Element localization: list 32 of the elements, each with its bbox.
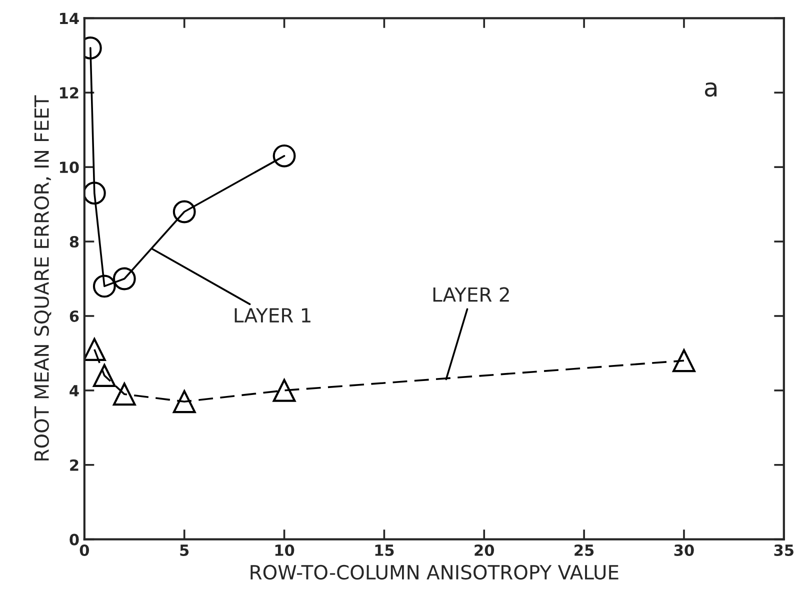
annotation: LAYER 1 [234, 308, 310, 322]
x-tick-label: 10 [275, 544, 294, 556]
x-tick-label: 30 [674, 544, 694, 556]
y-tick-label: 12 [60, 87, 78, 98]
x-tick-label: 15 [375, 544, 394, 556]
x-tick-label: 20 [474, 544, 494, 556]
y-tick-label: 10 [60, 162, 79, 174]
point [172, 390, 196, 414]
x-tick-label: 25 [574, 544, 594, 556]
y-tick-label: 0 [70, 534, 79, 546]
point [92, 364, 116, 388]
y-tick-label: 2 [70, 459, 78, 471]
y-axis-title: ROOT MEAN SQUARE ERROR, IN FEET [34, 95, 52, 460]
point [672, 349, 696, 372]
point [84, 338, 106, 361]
x-tick-label: 5 [180, 544, 189, 556]
y-tick-label: 8 [70, 236, 79, 248]
point [272, 144, 296, 168]
annotation: a [704, 82, 717, 97]
x-axis-title: ROW-TO-COLUMN ANISOTROPY VALUE [250, 564, 618, 580]
y-tick-label: 14 [60, 12, 79, 24]
x-tick-label: 35 [774, 544, 794, 556]
point [172, 200, 196, 224]
y-tick-label: 4 [70, 385, 79, 396]
point [272, 378, 296, 402]
point [84, 182, 106, 205]
point [112, 382, 136, 406]
point [112, 267, 136, 290]
y-tick-label: 6 [70, 310, 79, 322]
annotation: LAYER 2 [433, 287, 509, 302]
x-tick-label: 0 [80, 544, 90, 556]
point [92, 274, 116, 298]
